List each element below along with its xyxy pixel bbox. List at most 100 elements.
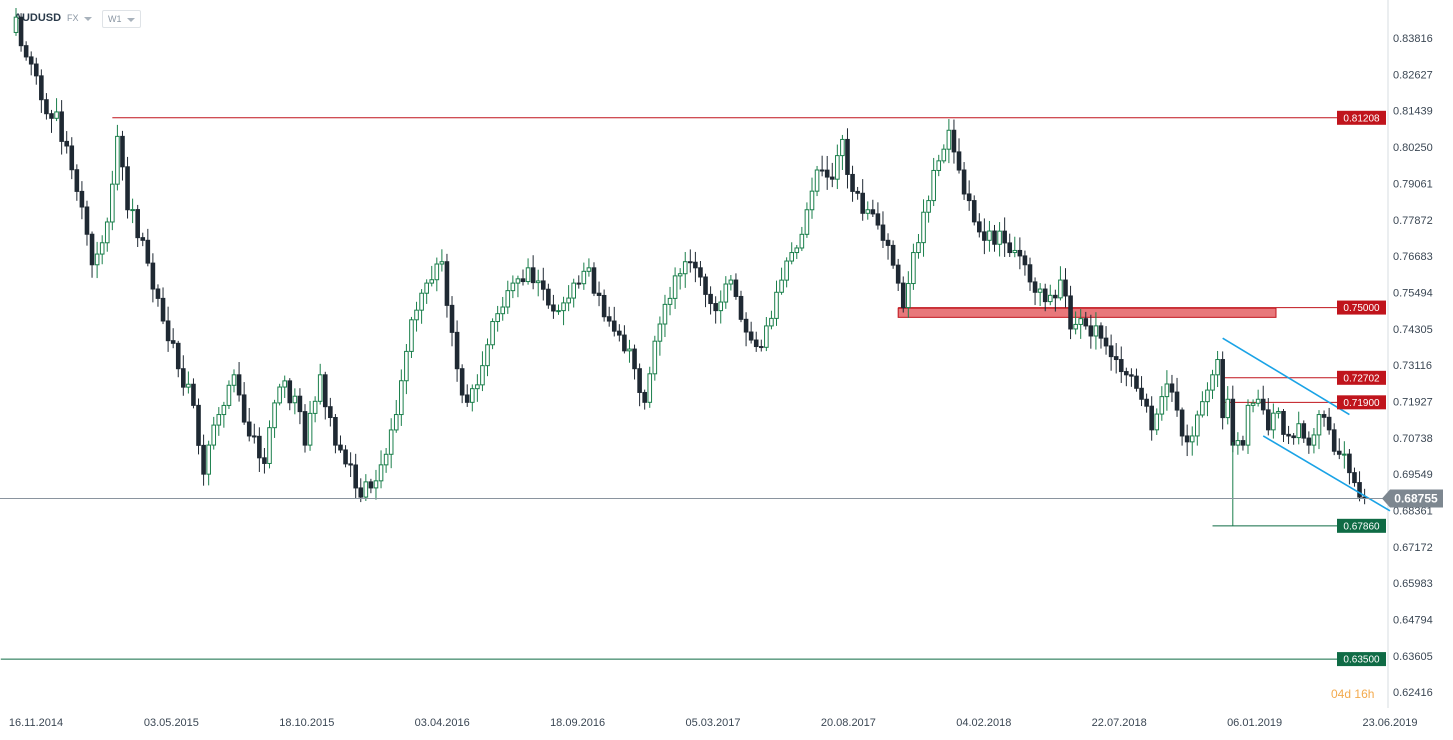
bear-candle (576, 282, 582, 285)
y-tick-label: 0.68361 (1393, 506, 1433, 518)
bull-candle (1200, 401, 1205, 416)
bear-candle (1053, 294, 1058, 299)
bear-candle (150, 262, 156, 290)
bear-candle (39, 75, 44, 101)
bull-candle (1189, 435, 1195, 443)
bull-candle (1210, 374, 1215, 391)
x-tick-label: 05.03.2017 (685, 717, 740, 729)
bull-candle (115, 135, 120, 185)
bear-candle (890, 244, 896, 266)
bear-candle (49, 113, 54, 119)
bull-candle (809, 190, 815, 211)
chevron-down-icon (126, 17, 135, 22)
x-tick-label: 03.05.2015 (144, 717, 199, 729)
bear-candle (1022, 255, 1028, 266)
bear-candle (971, 200, 977, 223)
level-tag (1337, 110, 1386, 125)
bear-candle (155, 288, 161, 299)
x-tick-label: 18.09.2016 (550, 717, 605, 729)
symbol-label[interactable]: AUDUSD (14, 12, 62, 24)
bull-candle (794, 247, 800, 254)
bear-candle (18, 16, 24, 47)
level-tag-label: 0.63500 (1343, 655, 1380, 666)
y-tick-label: 0.74305 (1393, 324, 1433, 336)
bear-candle (977, 221, 982, 233)
bull-candle (728, 279, 734, 285)
level-tag (1337, 300, 1386, 315)
bear-candle (870, 209, 876, 215)
bear-candle (1139, 387, 1144, 400)
bear-candle (1098, 325, 1104, 339)
bear-candle (956, 151, 962, 171)
bear-candle (262, 457, 267, 464)
bar-countdown: 04d 16h (1331, 687, 1374, 701)
bull-candle (510, 282, 516, 292)
bear-candle (1129, 374, 1134, 377)
bull-candle (1225, 398, 1231, 419)
bear-candle (642, 391, 647, 403)
y-axis-ticks: 0.83816 0.82627 0.81439 0.80250 0.79061 0.778… (1393, 33, 1433, 699)
x-tick-label: 20.08.2017 (821, 717, 876, 729)
bear-candle (1103, 337, 1109, 347)
channel-upper-line (1222, 337, 1350, 416)
bull-candle (1311, 434, 1317, 446)
bear-candle (454, 331, 460, 370)
bear-candle (1149, 405, 1154, 431)
bull-candle (312, 400, 318, 414)
bear-candle (829, 176, 835, 180)
interval-dropdown[interactable]: W1 (102, 10, 141, 28)
bull-candle (911, 252, 916, 285)
bull-candle (439, 261, 445, 265)
bull-candle (1058, 279, 1063, 299)
bull-candle (272, 402, 277, 429)
bull-candle (307, 412, 313, 446)
chevron-down-icon (83, 16, 92, 21)
bear-candle (287, 380, 293, 404)
bull-candle (1159, 396, 1165, 415)
candles (13, 7, 1367, 526)
bear-candle (348, 463, 353, 466)
bear-candle (900, 282, 906, 309)
bear-candle (1144, 398, 1149, 407)
bull-candle (916, 242, 921, 254)
bear-candle (297, 395, 303, 413)
level-tag (1337, 518, 1386, 533)
bear-candle (1260, 398, 1266, 411)
bull-candle (211, 424, 217, 446)
x-tick-label: 16.11.2014 (9, 717, 63, 729)
bull-candle (1047, 294, 1053, 303)
interval-label: W1 (108, 14, 122, 24)
bear-candle (1306, 437, 1312, 446)
bear-candle (758, 346, 764, 349)
bear-candle (601, 294, 607, 318)
bull-candle (946, 129, 952, 150)
bear-candle (236, 374, 242, 396)
bear-candle (449, 304, 455, 333)
bear-candle (1291, 435, 1296, 439)
bull-candle (388, 429, 394, 455)
bull-candle (921, 211, 926, 244)
countdown-d: d (1344, 687, 1352, 701)
bear-candle (743, 318, 749, 333)
bear-candle (606, 316, 612, 322)
bull-candle (941, 148, 947, 162)
bear-candle (459, 368, 465, 396)
bear-candle (1002, 230, 1007, 244)
bull-candle (282, 380, 288, 388)
resistance-zone (897, 307, 1277, 318)
bear-candle (860, 192, 865, 214)
bull-candle (393, 414, 399, 431)
y-tick-label: 0.67172 (1393, 542, 1433, 554)
bear-candle (444, 261, 450, 306)
bull-candle (383, 453, 389, 466)
bear-candle (698, 267, 703, 278)
bull-candle (1250, 402, 1256, 406)
bear-candle (992, 230, 997, 245)
market-dropdown[interactable]: FX (67, 10, 92, 26)
bear-candle (824, 169, 830, 178)
bear-candle (1352, 472, 1357, 484)
bear-candle (520, 278, 526, 283)
y-tick-label: 0.64794 (1393, 615, 1433, 627)
bear-candle (353, 464, 358, 489)
